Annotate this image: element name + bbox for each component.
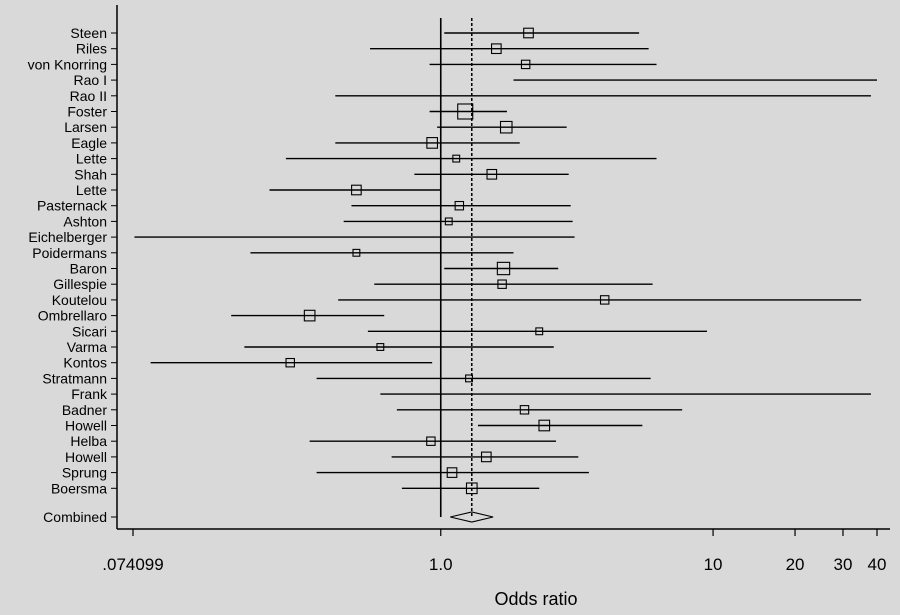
study-label: Shah (74, 166, 107, 182)
study-label: Steen (70, 25, 107, 41)
point-estimate-box (520, 59, 531, 70)
study-label: Varma (67, 339, 107, 355)
study-label: von Knorring (28, 56, 107, 72)
study-label: Eagle (71, 135, 107, 151)
x-tick-label: .074099 (102, 555, 163, 574)
point-estimate-box (465, 374, 473, 383)
point-estimate-box (376, 343, 385, 351)
point-estimate-box (465, 482, 478, 495)
point-estimate-box (303, 309, 316, 322)
point-estimate-box (351, 184, 362, 196)
point-estimate-box (535, 327, 544, 336)
point-estimate-box (519, 405, 530, 415)
point-estimate-box (452, 154, 461, 163)
study-label: Rao II (70, 88, 107, 104)
study-label: Frank (71, 386, 108, 402)
study-label: Rao I (74, 72, 107, 88)
x-tick-label: 20 (786, 555, 805, 574)
study-label: Badner (62, 402, 107, 418)
point-estimate-box (599, 295, 610, 305)
point-estimate-box (446, 467, 458, 478)
point-estimate-box (497, 279, 507, 289)
point-estimate-box (523, 27, 534, 39)
study-label: Ombrellaro (38, 308, 107, 324)
study-label: Howell (65, 418, 107, 434)
study-label: Gillespie (53, 276, 107, 292)
point-estimate-box (486, 168, 498, 180)
study-label: Larsen (64, 119, 107, 135)
study-label: Stratmann (42, 370, 107, 386)
study-label: Lette (76, 182, 107, 198)
x-axis-title: Odds ratio (494, 589, 577, 609)
point-estimate-box (496, 261, 511, 276)
point-estimate-box (538, 419, 551, 432)
point-estimate-box (444, 217, 453, 226)
point-estimate-box (490, 43, 502, 55)
point-estimate-box (426, 137, 439, 149)
point-estimate-box (457, 103, 474, 120)
study-label: Lette (76, 151, 107, 167)
study-label: Ashton (63, 213, 107, 229)
study-label: Pasternack (37, 198, 108, 214)
study-label: Helba (70, 433, 107, 449)
x-tick-label: 30 (834, 555, 853, 574)
combined-diamond (450, 511, 494, 523)
point-estimate-box (480, 451, 492, 463)
point-estimate-box (285, 357, 295, 368)
study-label: Boersma (51, 480, 107, 496)
point-estimate-box (352, 248, 361, 257)
study-label: Kontos (63, 355, 107, 371)
point-estimate-box (426, 436, 436, 446)
study-label: Sprung (62, 465, 107, 481)
study-label: Poidermans (32, 245, 107, 261)
study-label: Koutelou (52, 292, 107, 308)
x-tick-label: 40 (868, 555, 887, 574)
study-label: Baron (70, 261, 107, 277)
x-tick-label: 10 (704, 555, 723, 574)
combined-label: Combined (43, 509, 107, 525)
study-label: Foster (67, 104, 107, 120)
study-label: Howell (65, 449, 107, 465)
point-estimate-box (454, 200, 465, 211)
study-label: Sicari (72, 323, 107, 339)
x-tick-label: 1.0 (429, 555, 453, 574)
study-label: Riles (76, 41, 107, 57)
point-estimate-box (499, 120, 513, 134)
study-label: Eichelberger (28, 229, 107, 245)
